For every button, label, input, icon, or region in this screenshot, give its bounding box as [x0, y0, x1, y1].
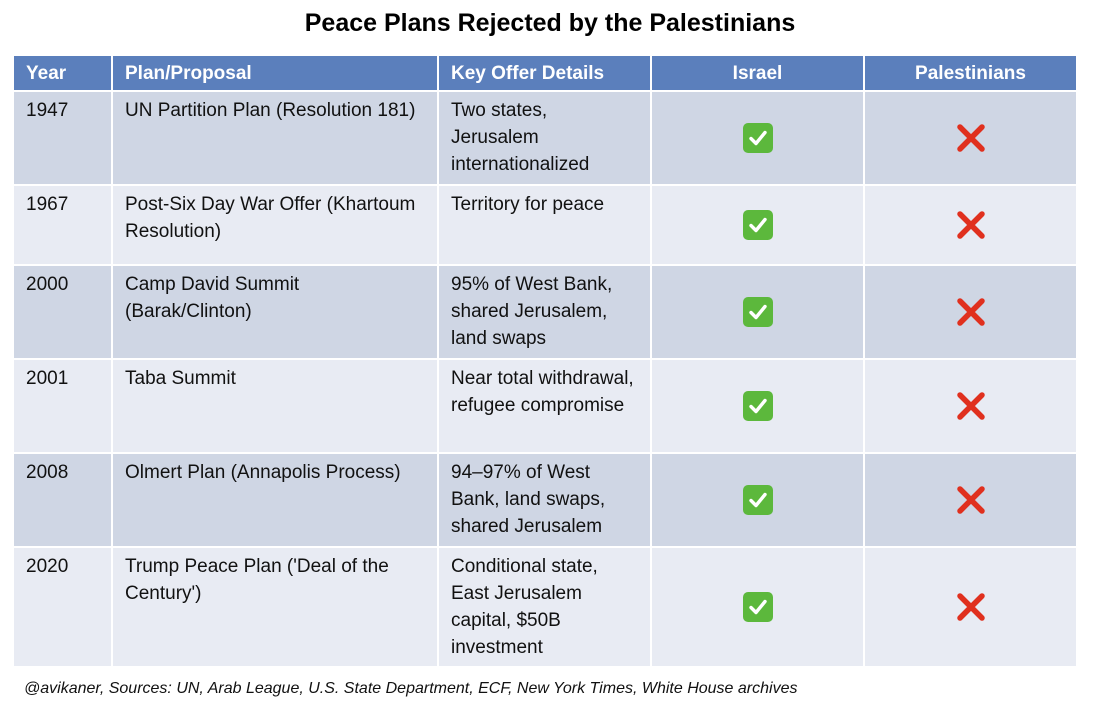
- plan-cell: Camp David Summit (Barak/Clinton): [113, 266, 437, 358]
- header-palestinians: Palestinians: [865, 56, 1076, 90]
- israel-cell: [652, 360, 863, 452]
- sources-footnote: @avikaner, Sources: UN, Arab League, U.S…: [24, 680, 798, 697]
- israel-cell: [652, 454, 863, 546]
- israel-cell: [652, 266, 863, 358]
- cross-mark-icon: [956, 392, 985, 420]
- header-details: Key Offer Details: [439, 56, 650, 90]
- plan-cell: Taba Summit: [113, 360, 437, 452]
- table-row: 2000 Camp David Summit (Barak/Clinton) 9…: [14, 266, 1076, 358]
- plan-cell: Olmert Plan (Annapolis Process): [113, 454, 437, 546]
- cross-mark-icon: [956, 486, 985, 514]
- year-cell: 2001: [14, 360, 111, 452]
- palestinians-cell: [865, 92, 1076, 184]
- plan-cell: Post-Six Day War Offer (Khartoum Resolut…: [113, 186, 437, 264]
- palestinians-cell: [865, 454, 1076, 546]
- details-cell: 94–97% of West Bank, land swaps, shared …: [439, 454, 650, 546]
- cross-mark-icon: [956, 124, 985, 152]
- palestinians-cell: [865, 548, 1076, 666]
- check-mark-icon: [742, 210, 773, 240]
- details-cell: Two states, Jerusalem internationalized: [439, 92, 650, 184]
- cross-mark-icon: [956, 298, 985, 326]
- table-row: 1967 Post-Six Day War Offer (Khartoum Re…: [14, 186, 1076, 264]
- table-header-row: Year Plan/Proposal Key Offer Details Isr…: [14, 56, 1076, 90]
- header-year: Year: [14, 56, 111, 90]
- palestinians-cell: [865, 186, 1076, 264]
- cross-mark-icon: [956, 211, 985, 239]
- year-cell: 2008: [14, 454, 111, 546]
- table-row: 1947 UN Partition Plan (Resolution 181) …: [14, 92, 1076, 184]
- israel-cell: [652, 548, 863, 666]
- table-row: 2008 Olmert Plan (Annapolis Process) 94–…: [14, 454, 1076, 546]
- check-mark-icon: [742, 485, 773, 515]
- year-cell: 2020: [14, 548, 111, 666]
- header-plan: Plan/Proposal: [113, 56, 437, 90]
- israel-cell: [652, 92, 863, 184]
- page-title: Peace Plans Rejected by the Palestinians: [304, 9, 796, 37]
- check-mark-icon: [742, 391, 773, 421]
- palestinians-cell: [865, 360, 1076, 452]
- details-cell: Near total withdrawal, refugee compromis…: [439, 360, 650, 452]
- cross-mark-icon: [956, 593, 985, 621]
- year-cell: 1967: [14, 186, 111, 264]
- year-cell: 2000: [14, 266, 111, 358]
- table-row: 2001 Taba Summit Near total withdrawal, …: [14, 360, 1076, 452]
- details-cell: Conditional state, East Jerusalem capita…: [439, 548, 650, 666]
- year-cell: 1947: [14, 92, 111, 184]
- plan-cell: UN Partition Plan (Resolution 181): [113, 92, 437, 184]
- check-mark-icon: [742, 123, 773, 153]
- table-row: 2020 Trump Peace Plan ('Deal of the Cent…: [14, 548, 1076, 666]
- details-cell: 95% of West Bank, shared Jerusalem, land…: [439, 266, 650, 358]
- check-mark-icon: [742, 297, 773, 327]
- peace-plans-table: Year Plan/Proposal Key Offer Details Isr…: [12, 54, 1078, 668]
- palestinians-cell: [865, 266, 1076, 358]
- details-cell: Territory for peace: [439, 186, 650, 264]
- israel-cell: [652, 186, 863, 264]
- header-israel: Israel: [652, 56, 863, 90]
- check-mark-icon: [742, 592, 773, 622]
- plan-cell: Trump Peace Plan ('Deal of the Century'): [113, 548, 437, 666]
